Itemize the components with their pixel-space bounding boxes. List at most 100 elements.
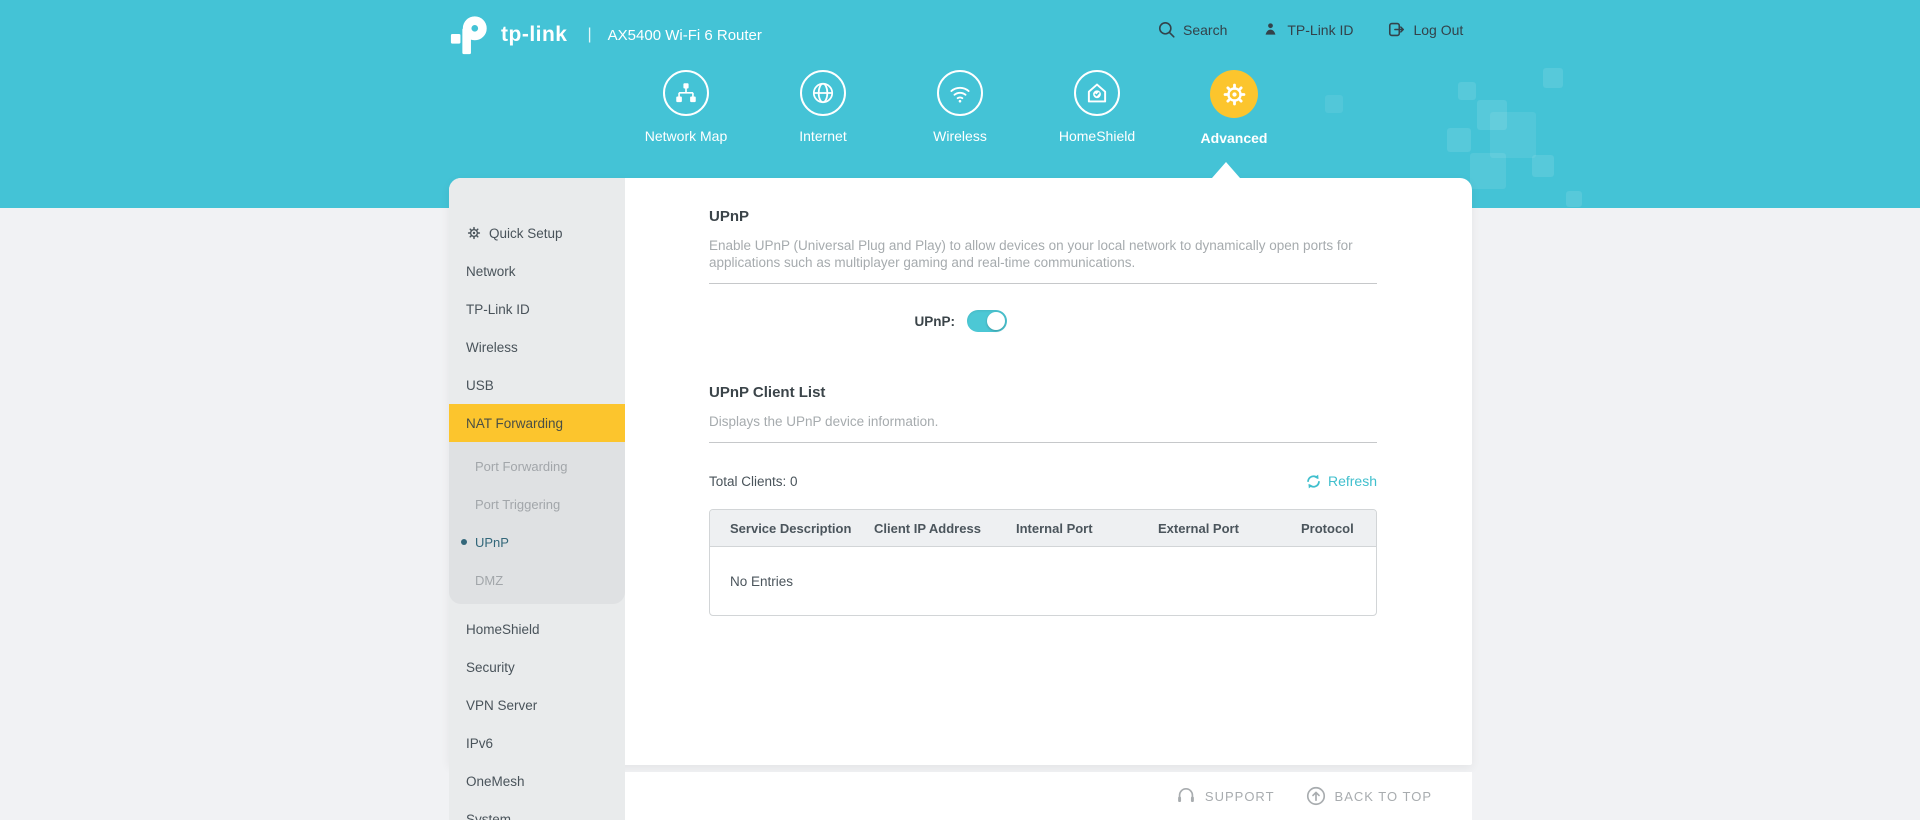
tab-label: HomeShield (1058, 128, 1136, 144)
device-title: AX5400 Wi-Fi 6 Router (607, 26, 762, 44)
tab-internet[interactable]: Internet (755, 70, 892, 146)
section-title-client-list: UPnP Client List (709, 384, 826, 401)
column-header: Service Description (730, 520, 852, 536)
sidebar-item-label: VPN Server (466, 697, 538, 713)
divider (709, 442, 1377, 443)
tab-label: Advanced (1200, 130, 1268, 146)
tab-label: Wireless (933, 128, 987, 144)
brand: tp-link | AX5400 Wi-Fi 6 Router (449, 12, 762, 58)
brand-name: tp-link (501, 23, 568, 46)
tab-network-map[interactable]: Network Map (618, 70, 755, 146)
sidebar-item-label: IPv6 (466, 735, 494, 751)
tab-label: Network Map (644, 128, 728, 144)
logout-label: Log Out (1413, 21, 1464, 38)
support-button[interactable]: SUPPORT (1175, 785, 1275, 807)
sidebar-item-label: HomeShield (466, 621, 540, 637)
header-actions: Search TP-Link ID Log Out (1157, 20, 1463, 39)
sidebar-item-onemesh[interactable]: OneMesh (449, 762, 625, 800)
logout-button[interactable]: Log Out (1387, 20, 1463, 39)
search-button[interactable]: Search (1157, 20, 1227, 39)
section-title-upnp: UPnP (709, 208, 750, 225)
tplink-id-icon (1265, 23, 1276, 35)
settings-sidebar: Quick Setup Network TP-Link ID Wireless … (449, 178, 625, 820)
decor-square (1477, 100, 1507, 130)
brand-separator: | (587, 26, 592, 43)
tab-label: Internet (799, 128, 847, 144)
sidebar-item-nat-forwarding[interactable]: NAT Forwarding (449, 404, 625, 442)
sidebar-item-wireless[interactable]: Wireless (449, 328, 625, 366)
logout-icon (1389, 22, 1405, 37)
nat-forwarding-submenu: Port Forwarding Port Triggering UPnP DMZ (449, 442, 625, 604)
sidebar-item-usb[interactable]: USB (449, 366, 625, 404)
sidebar-item-label: Security (466, 659, 515, 675)
back-to-top-button[interactable]: BACK TO TOP (1305, 785, 1432, 807)
main-content: UPnP Enable UPnP (Universal Plug and Pla… (709, 178, 1377, 616)
gear-icon (1210, 70, 1258, 118)
sidebar-item-security[interactable]: Security (449, 648, 625, 686)
column-header: Internal Port (1016, 520, 1093, 536)
client-list-toolbar: Total Clients: 0 Refresh (709, 471, 1377, 491)
tab-homeshield[interactable]: HomeShield (1029, 70, 1166, 146)
tab-advanced[interactable]: Advanced (1166, 70, 1303, 146)
search-icon (1158, 21, 1175, 38)
submenu-item-label: Port Triggering (475, 496, 561, 512)
decor-square (1447, 128, 1471, 152)
column-header: Protocol (1301, 520, 1354, 536)
home-shield-icon (1074, 70, 1120, 116)
network-map-icon (663, 70, 709, 116)
sidebar-item-vpn-server[interactable]: VPN Server (449, 686, 625, 724)
submenu-item-dmz[interactable]: DMZ (449, 561, 625, 599)
decor-square (1490, 112, 1536, 158)
back-to-top-label: BACK TO TOP (1334, 788, 1432, 804)
client-list-description: Displays the UPnP device information. (709, 414, 939, 429)
decor-square (1532, 155, 1554, 177)
upnp-toggle-label: UPnP: (914, 313, 956, 329)
gear-icon (467, 226, 481, 240)
submenu-item-port-triggering[interactable]: Port Triggering (449, 485, 625, 523)
refresh-button[interactable]: Refresh (1305, 473, 1377, 490)
sidebar-item-network[interactable]: Network (449, 252, 625, 290)
total-clients-label: Total Clients: 0 (709, 473, 798, 489)
column-header: Client IP Address (874, 520, 981, 536)
wifi-icon (937, 70, 983, 116)
sidebar-item-quick-setup[interactable]: Quick Setup (449, 214, 625, 252)
sidebar-item-label: TP-Link ID (466, 301, 530, 317)
sidebar-item-label: NAT Forwarding (466, 415, 564, 431)
sidebar-item-homeshield[interactable]: HomeShield (449, 610, 625, 648)
tplink-id-label: TP-Link ID (1287, 21, 1354, 38)
sidebar-item-label: Quick Setup (489, 225, 563, 241)
app-header: tp-link | AX5400 Wi-Fi 6 Router Search T… (0, 0, 1920, 208)
decor-square (1470, 153, 1506, 189)
sidebar-item-ipv6[interactable]: IPv6 (449, 724, 625, 762)
refresh-icon (1307, 474, 1320, 488)
tab-wireless[interactable]: Wireless (892, 70, 1029, 146)
table-empty-row: No Entries (730, 573, 794, 589)
sidebar-item-label: USB (466, 377, 494, 393)
refresh-label: Refresh (1327, 473, 1377, 489)
upnp-toggle-row: UPnP: (709, 310, 1377, 332)
search-label: Search (1183, 21, 1228, 38)
main-navigation: Network Map Internet Wireless (0, 70, 1920, 146)
table-header-row: Service Description Client IP Address In… (710, 510, 1376, 547)
sidebar-item-label: Network (466, 263, 516, 279)
submenu-item-label: DMZ (475, 572, 504, 588)
selected-bullet (461, 539, 467, 545)
globe-icon (800, 70, 846, 116)
tplink-id-button[interactable]: TP-Link ID (1261, 20, 1353, 39)
decor-square (1566, 191, 1582, 207)
submenu-item-upnp[interactable]: UPnP (449, 523, 625, 561)
sidebar-item-system[interactable]: System (449, 800, 625, 820)
divider (709, 283, 1377, 284)
upnp-toggle[interactable] (967, 310, 1007, 332)
sidebar-item-label: Wireless (466, 339, 518, 355)
upnp-description: Enable UPnP (Universal Plug and Play) to… (709, 238, 1353, 270)
arrow-up-circle-icon (1306, 786, 1325, 806)
sidebar-item-tplink-id[interactable]: TP-Link ID (449, 290, 625, 328)
toggle-knob (987, 312, 1005, 330)
tp-link-logo-icon (450, 16, 487, 55)
submenu-item-label: Port Forwarding (475, 458, 568, 474)
column-header: External Port (1158, 520, 1239, 536)
headset-icon (1178, 788, 1194, 803)
decor-square (1458, 82, 1476, 100)
submenu-item-port-forwarding[interactable]: Port Forwarding (449, 447, 625, 485)
